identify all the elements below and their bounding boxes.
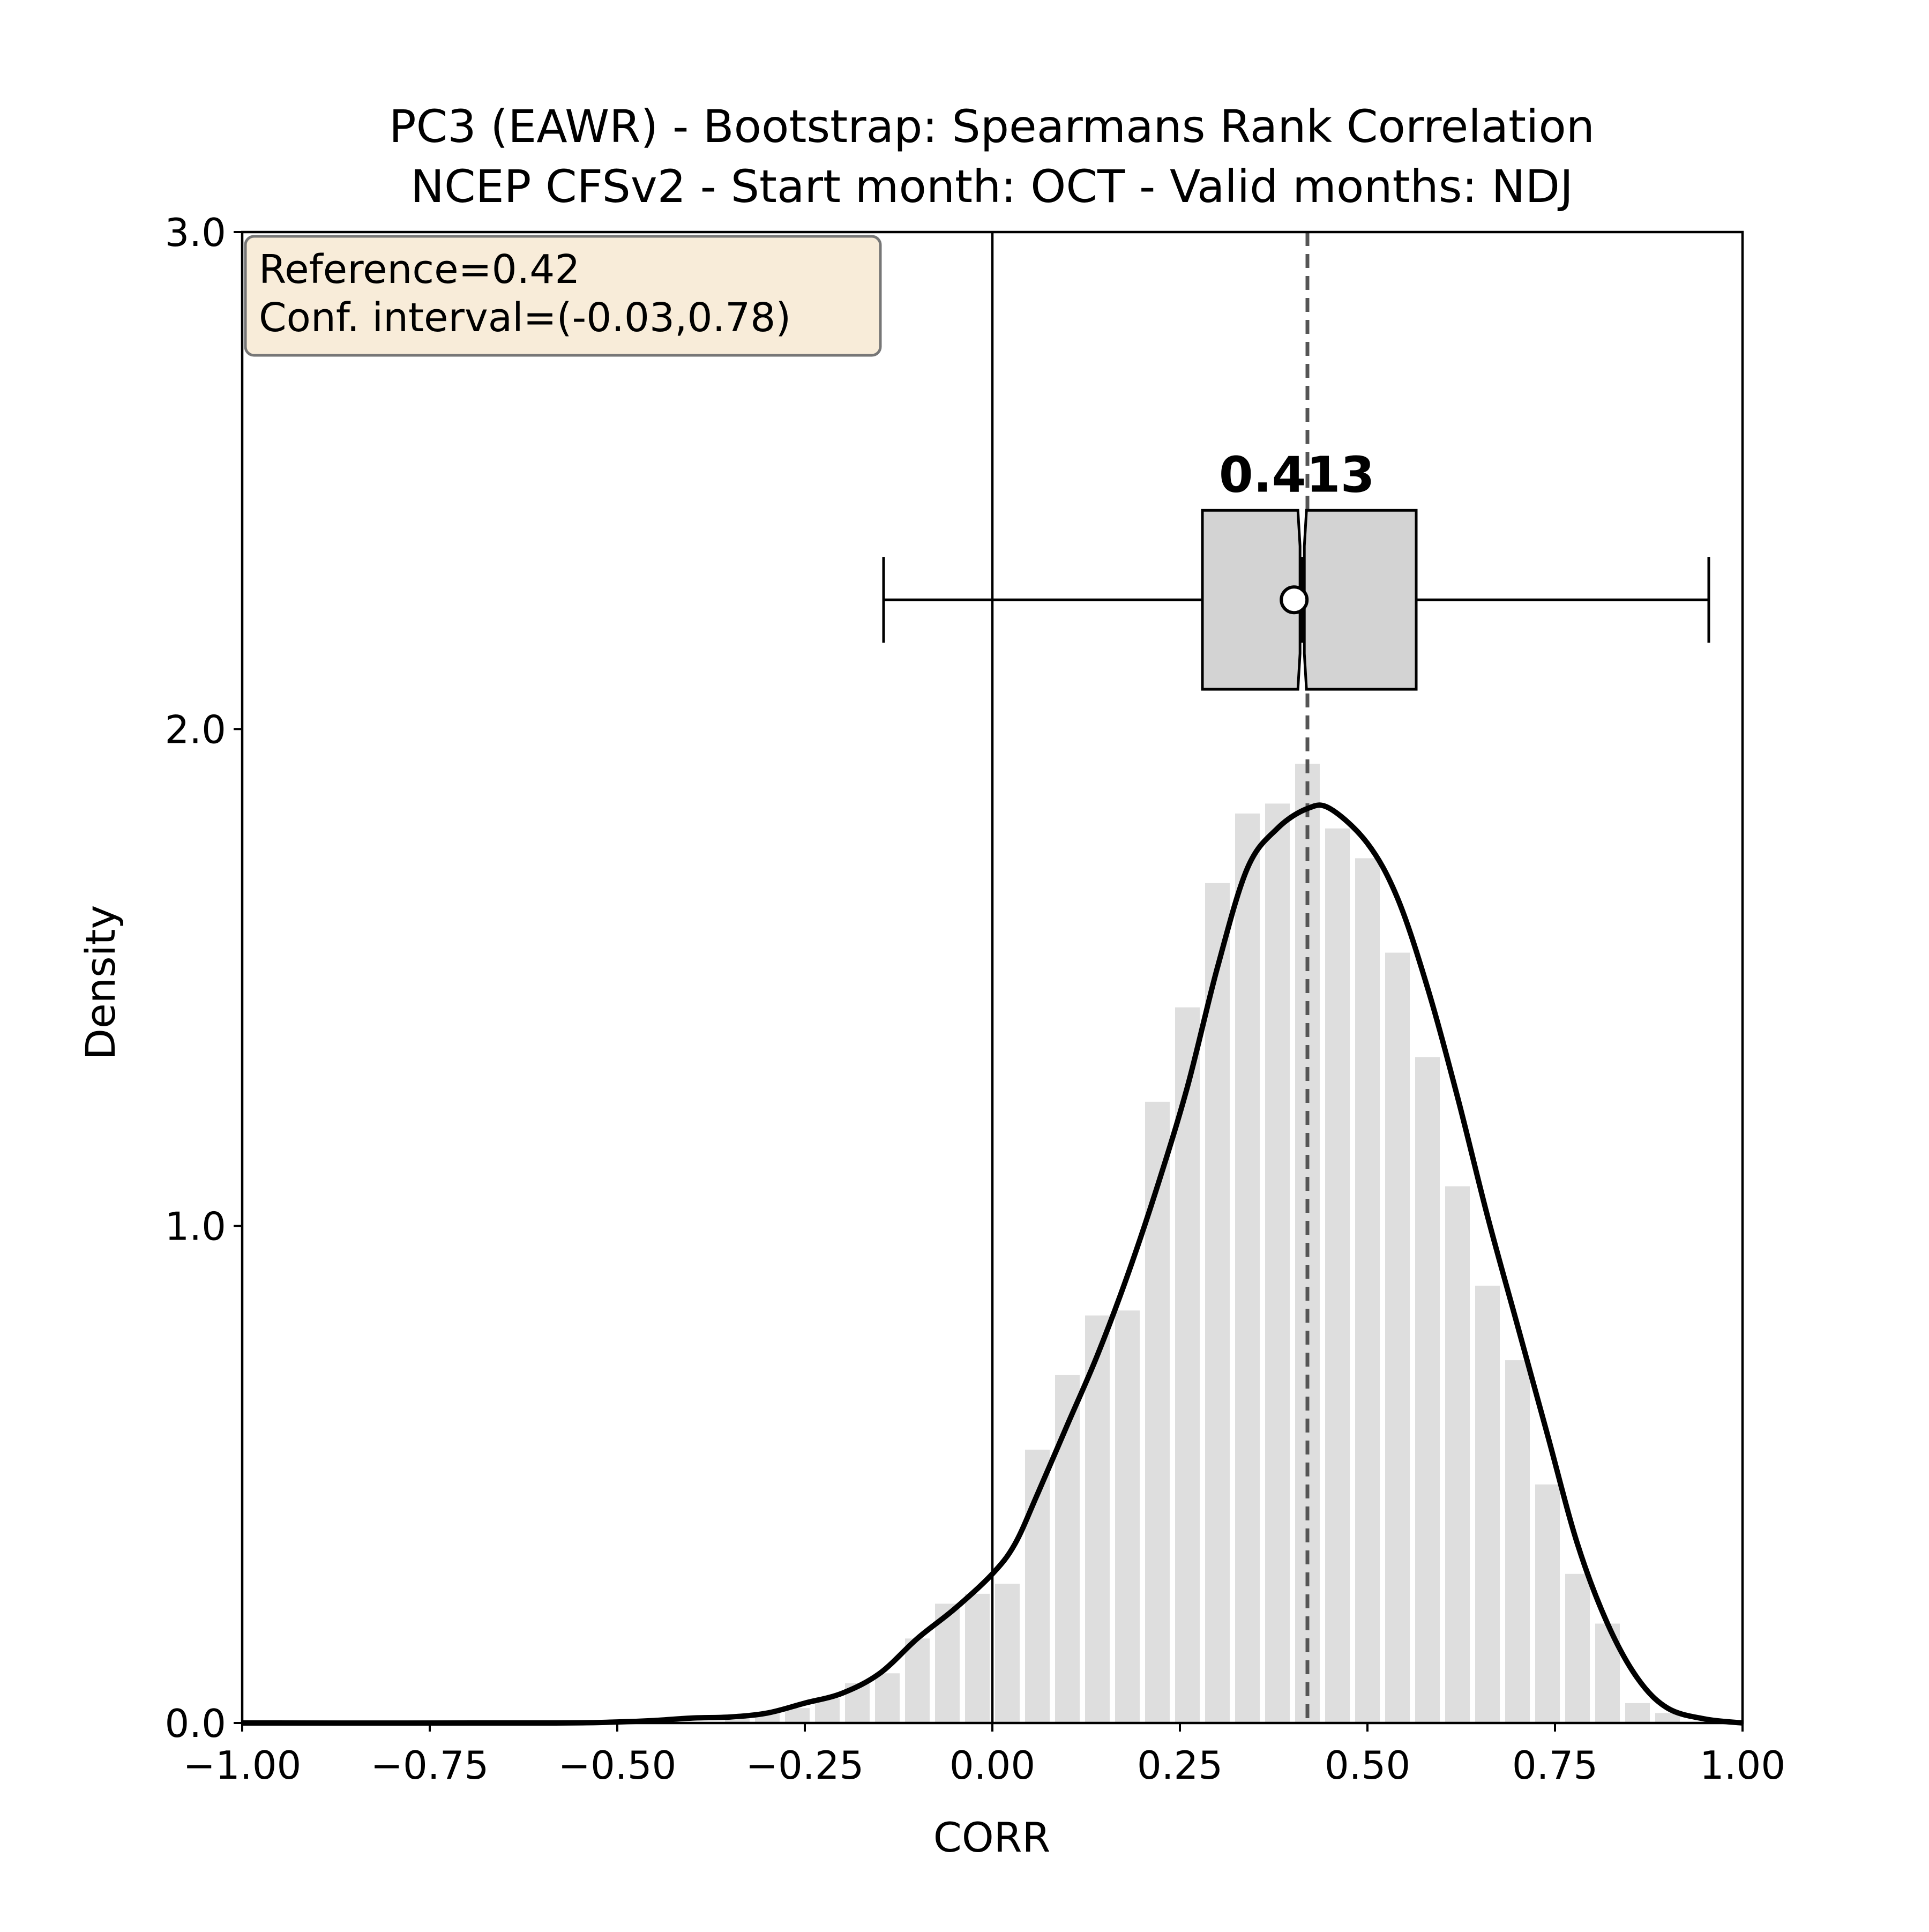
histogram-bar	[1505, 1360, 1530, 1723]
x-tick-label: 1.00	[1700, 1743, 1785, 1788]
y-axis: 0.0 1.0 2.0 3.0	[165, 210, 242, 1746]
histogram-bar	[1055, 1375, 1080, 1723]
histogram-bar	[995, 1584, 1020, 1723]
boxplot: 0.413	[882, 446, 1710, 691]
histogram-bar	[965, 1593, 990, 1723]
histogram-bar	[1655, 1713, 1680, 1723]
info-box: Reference=0.42 Conf. interval=(-0.03,0.7…	[244, 235, 882, 357]
histogram-bar	[725, 1718, 750, 1723]
x-tick-label: −0.25	[746, 1743, 864, 1788]
chart-title-line2: NCEP CFSv2 - Start month: OCT - Valid mo…	[410, 160, 1573, 213]
histogram-bar	[1325, 828, 1350, 1723]
boxplot-mean-marker	[1280, 585, 1309, 615]
x-tick-label: −0.75	[371, 1743, 489, 1788]
kde-curve	[242, 802, 1743, 1726]
histogram-bar	[1235, 813, 1260, 1723]
histogram-bar	[1085, 1315, 1110, 1723]
histogram-bar	[1265, 803, 1290, 1723]
histogram-bar	[1355, 858, 1380, 1723]
chart-title-line1: PC3 (EAWR) - Bootstrap: Spearmans Rank C…	[389, 100, 1595, 153]
histogram-bar	[1385, 952, 1410, 1723]
y-tick-label: 1.0	[165, 1204, 226, 1249]
x-tick-label: −0.50	[558, 1743, 677, 1788]
histogram	[725, 764, 1680, 1723]
boxplot-box	[1201, 509, 1418, 691]
y-tick-label: 2.0	[165, 707, 226, 752]
x-tick-label: 0.25	[1137, 1743, 1223, 1788]
info-confidence-interval-text: Conf. interval=(-0.03,0.78)	[259, 295, 791, 341]
histogram-bar	[785, 1708, 810, 1723]
histogram-bar	[1415, 1057, 1440, 1723]
histogram-bar	[1115, 1310, 1140, 1723]
x-tick-label: 0.00	[949, 1743, 1035, 1788]
histogram-bar	[1475, 1285, 1500, 1723]
histogram-bar	[1565, 1573, 1590, 1723]
x-tick-label: −1.00	[183, 1743, 302, 1788]
y-tick-label: 0.0	[165, 1701, 226, 1746]
histogram-bar	[1175, 1007, 1200, 1723]
median-label: 0.413	[1219, 446, 1375, 503]
x-tick-label: 0.75	[1512, 1743, 1598, 1788]
y-tick-label: 3.0	[165, 210, 226, 255]
histogram-bar	[1625, 1703, 1650, 1723]
x-axis: −1.00 −0.75 −0.50 −0.25 0.00 0.25 0.50 0.75 1.00	[183, 1723, 1785, 1788]
histogram-bar	[1205, 883, 1230, 1723]
histogram-bar	[875, 1673, 900, 1723]
x-axis-label: CORR	[933, 1814, 1051, 1861]
histogram-bar	[1445, 1186, 1470, 1723]
histogram-bar	[905, 1638, 930, 1723]
y-axis-label: Density	[77, 905, 124, 1060]
x-tick-label: 0.50	[1325, 1743, 1410, 1788]
histogram-bar	[1535, 1484, 1560, 1723]
info-box-background	[244, 235, 882, 357]
info-reference-text: Reference=0.42	[259, 247, 580, 293]
